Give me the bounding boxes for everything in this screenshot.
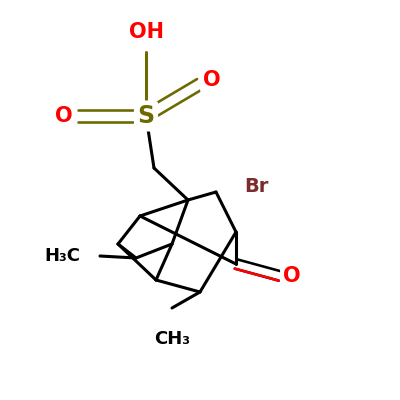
Text: O: O [283, 266, 301, 286]
Text: O: O [203, 70, 221, 90]
Text: OH: OH [128, 22, 164, 42]
Text: S: S [138, 104, 154, 128]
Text: O: O [55, 106, 73, 126]
Text: Br: Br [244, 176, 268, 196]
Text: H₃C: H₃C [44, 247, 80, 265]
Text: CH₃: CH₃ [154, 330, 190, 348]
